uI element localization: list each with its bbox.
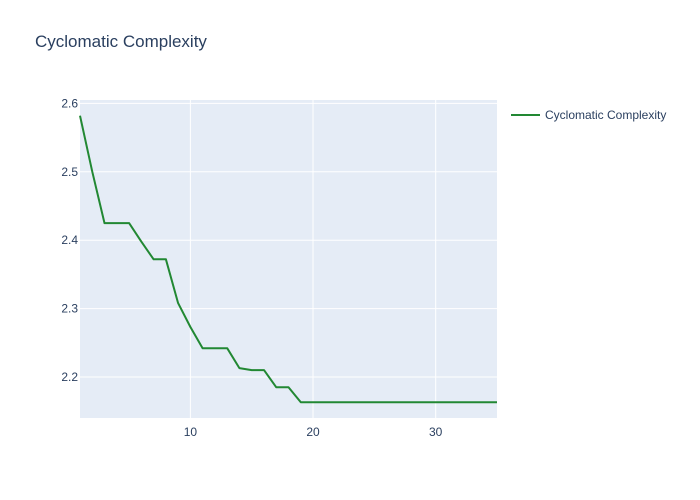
y-tick-label: 2.5 [61, 165, 78, 179]
x-tick-label: 10 [184, 425, 198, 439]
y-axis-ticks: 2.2 2.3 2.4 2.5 2.6 [61, 96, 78, 384]
series-group [79, 115, 497, 404]
x-axis-ticks: 10 20 30 [184, 425, 443, 439]
y-tick-label: 2.4 [61, 233, 78, 247]
grid-lines [80, 100, 497, 418]
y-tick-label: 2.6 [61, 96, 78, 110]
y-tick-label: 2.2 [61, 370, 78, 384]
x-tick-label: 30 [429, 425, 443, 439]
plot-area [80, 100, 497, 418]
series-line [79, 115, 497, 404]
legend-label: Cyclomatic Complexity [545, 108, 666, 122]
chart-title: Cyclomatic Complexity [35, 32, 207, 51]
y-tick-label: 2.3 [61, 302, 78, 316]
legend[interactable]: Cyclomatic Complexity [511, 108, 666, 122]
x-tick-label: 20 [306, 425, 320, 439]
